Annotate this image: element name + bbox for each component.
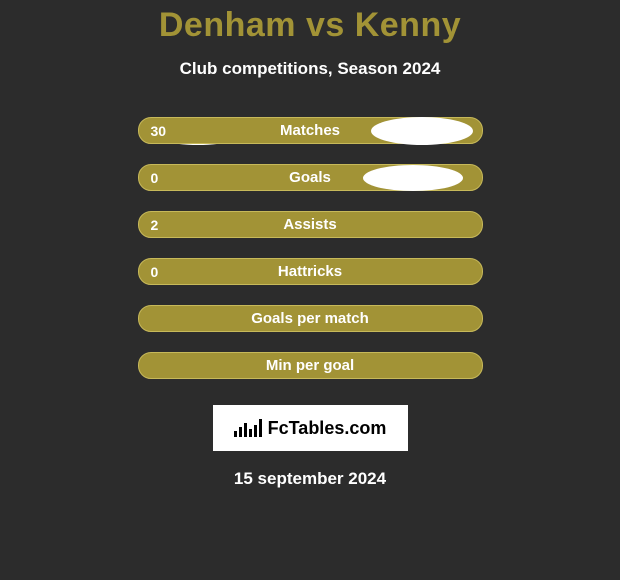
stat-label: Matches bbox=[280, 122, 340, 139]
stat-label: Goals per match bbox=[251, 310, 369, 327]
stat-row: 30 Matches bbox=[138, 117, 483, 144]
source-logo: FcTables.com bbox=[213, 405, 408, 451]
stat-bar: Goals per match bbox=[138, 305, 483, 332]
logo-bars-icon bbox=[234, 419, 262, 437]
stat-row: 0 Hattricks bbox=[138, 258, 483, 285]
stat-bar-wrap: 0 Hattricks bbox=[138, 258, 483, 285]
stat-row: 2 Assists bbox=[138, 211, 483, 238]
stat-label: Goals bbox=[289, 169, 331, 186]
stat-label: Hattricks bbox=[278, 263, 342, 280]
stats-rows: 30 Matches 0 Goals 2 Assists 0 Hattricks Goals p… bbox=[138, 117, 483, 399]
stat-value-left: 0 bbox=[151, 264, 159, 280]
stat-row: Goals per match bbox=[138, 305, 483, 332]
logo-bar-segment bbox=[234, 431, 237, 437]
stat-label: Min per goal bbox=[266, 357, 354, 374]
logo-inner: FcTables.com bbox=[234, 418, 387, 439]
subtitle: Club competitions, Season 2024 bbox=[180, 59, 441, 79]
date-label: 15 september 2024 bbox=[234, 469, 386, 489]
logo-bar-segment bbox=[249, 429, 252, 437]
stat-bar-wrap: Goals per match bbox=[138, 305, 483, 332]
stat-bar-wrap: Min per goal bbox=[138, 352, 483, 379]
logo-bar-segment bbox=[259, 419, 262, 437]
player-right-indicator bbox=[363, 165, 463, 191]
stat-bar: 0 Hattricks bbox=[138, 258, 483, 285]
logo-bar-segment bbox=[254, 425, 257, 437]
stat-row: Min per goal bbox=[138, 352, 483, 379]
comparison-infographic: Denham vs Kenny Club competitions, Seaso… bbox=[0, 0, 620, 580]
stat-bar-wrap: 2 Assists bbox=[138, 211, 483, 238]
page-title: Denham vs Kenny bbox=[159, 6, 461, 45]
logo-bar-segment bbox=[239, 427, 242, 437]
stat-value-left: 0 bbox=[151, 170, 159, 186]
stat-value-left: 2 bbox=[151, 217, 159, 233]
stat-bar: Min per goal bbox=[138, 352, 483, 379]
stat-value-left: 30 bbox=[151, 123, 167, 139]
logo-text: FcTables.com bbox=[268, 418, 387, 439]
player-right-indicator bbox=[371, 117, 473, 145]
logo-bar-segment bbox=[244, 423, 247, 437]
stat-row: 0 Goals bbox=[138, 164, 483, 191]
stat-bar: 2 Assists bbox=[138, 211, 483, 238]
stat-label: Assists bbox=[283, 216, 336, 233]
